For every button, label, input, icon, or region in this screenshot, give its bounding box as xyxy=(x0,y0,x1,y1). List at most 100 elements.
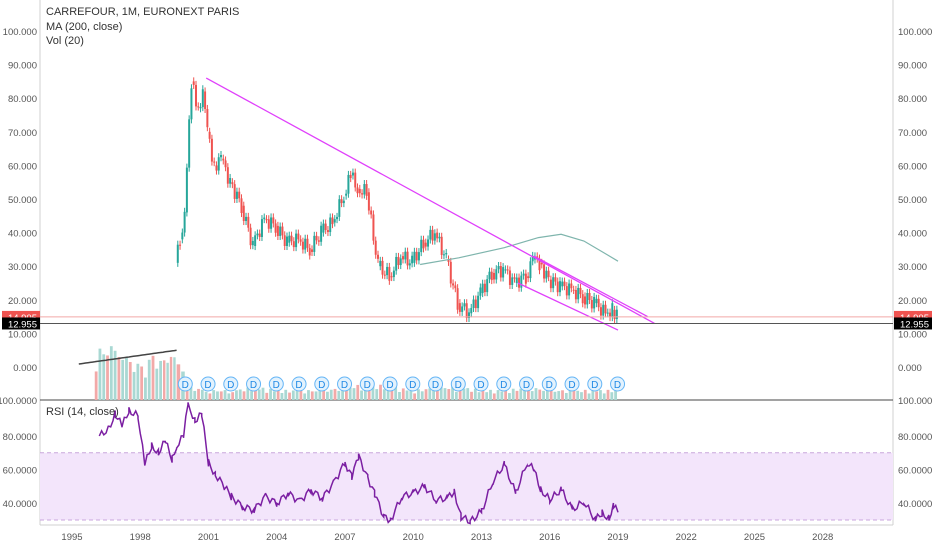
dividend-label: D xyxy=(614,380,621,391)
volume-bar xyxy=(299,389,303,400)
ma-200-line xyxy=(419,233,619,266)
trendline-3 xyxy=(517,282,619,331)
dividend-label: D xyxy=(386,380,393,391)
candle-body xyxy=(502,267,505,278)
candle-body xyxy=(531,255,534,262)
candle-body xyxy=(479,287,482,296)
candle-body xyxy=(472,299,475,308)
candle-body xyxy=(597,298,600,308)
candle-body xyxy=(304,238,307,250)
volume-bars xyxy=(78,346,617,400)
volume-bar xyxy=(363,383,367,400)
low-price-badge-right: 12.955 xyxy=(894,317,932,330)
volume-bar xyxy=(492,393,496,400)
candle-body xyxy=(238,191,241,199)
dividend-marker: D xyxy=(587,376,603,392)
candle-body xyxy=(433,233,436,241)
price-tick-left: 10.000 xyxy=(8,329,37,340)
dividend-label: D xyxy=(409,380,416,391)
candle-body xyxy=(333,219,336,223)
rsi-band-fill xyxy=(40,452,893,520)
volume-bar xyxy=(291,390,295,400)
candle-body xyxy=(347,174,350,194)
candle-body xyxy=(233,184,236,199)
candle-body xyxy=(267,219,270,229)
candle-body xyxy=(461,306,464,312)
dividend-label: D xyxy=(273,380,280,391)
candle-body xyxy=(372,214,375,241)
candle-body xyxy=(183,211,186,233)
candle-body xyxy=(185,167,188,213)
dividend-label: D xyxy=(500,380,507,391)
candle-body xyxy=(568,283,571,296)
time-tick: 2004 xyxy=(266,532,287,543)
time-tick: 2001 xyxy=(198,532,219,543)
rsi-tick-left: 60.0000 xyxy=(3,466,37,477)
volume-bar xyxy=(155,368,159,400)
candle-body xyxy=(465,303,468,319)
dividend-circle xyxy=(541,376,557,392)
dividend-label: D xyxy=(477,380,484,391)
candle-body xyxy=(376,254,379,259)
candle-body xyxy=(408,263,411,266)
volume-bar xyxy=(564,392,568,400)
dividend-label: D xyxy=(523,380,530,391)
volume-bar xyxy=(185,390,189,400)
dividend-circle xyxy=(450,376,466,392)
volume-bar xyxy=(212,390,216,400)
volume-bar xyxy=(204,391,208,400)
candle-body xyxy=(456,288,459,310)
candle-body xyxy=(190,88,193,120)
candle-body xyxy=(495,269,498,280)
volume-bar xyxy=(147,359,151,400)
volume-bar xyxy=(109,346,113,400)
dividend-label: D xyxy=(432,380,439,391)
candle-body xyxy=(381,260,384,275)
dividend-marker: D xyxy=(428,376,444,392)
dividend-marker: D xyxy=(200,376,216,392)
candle-body xyxy=(490,271,493,281)
rsi-line xyxy=(98,402,619,525)
volume-bar xyxy=(436,390,439,400)
volume-bar xyxy=(329,389,333,400)
dividend-marker: D xyxy=(541,376,557,392)
volume-bar xyxy=(254,388,257,400)
rsi-tick-left: 40.0000 xyxy=(3,499,37,510)
price-tick-left: 20.000 xyxy=(8,296,37,307)
candle-body xyxy=(442,254,445,256)
volume-bar xyxy=(462,388,466,400)
trendline-2 xyxy=(533,255,648,318)
candle-body xyxy=(208,131,211,139)
price-tick-right: 70.000 xyxy=(898,128,927,139)
candle-body xyxy=(470,307,473,314)
candle-body xyxy=(424,242,427,247)
candle-body xyxy=(176,244,179,263)
volume-bar xyxy=(489,389,492,400)
dividend-marker: D xyxy=(223,376,239,392)
volume-bar xyxy=(94,371,98,400)
dividend-marker: D xyxy=(268,376,284,392)
dividend-label: D xyxy=(250,380,257,391)
candle-body xyxy=(404,251,407,260)
candle-body xyxy=(317,240,320,242)
volume-bar xyxy=(398,392,401,400)
volume-bar xyxy=(602,393,606,400)
volume-bar xyxy=(219,391,223,400)
volume-bar xyxy=(428,388,432,400)
candle-body xyxy=(290,235,293,242)
dividend-label: D xyxy=(227,380,234,391)
candle-body xyxy=(295,233,298,248)
candle-body xyxy=(449,261,452,284)
volume-bar xyxy=(508,393,511,400)
volume-bar xyxy=(500,391,504,400)
dividend-label: D xyxy=(204,380,211,391)
volume-bar xyxy=(284,389,288,400)
candle-body xyxy=(315,235,318,241)
price-tick-left: 60.000 xyxy=(8,161,37,172)
volume-bar xyxy=(545,389,549,400)
volume-bar xyxy=(169,356,173,400)
price-tick-left: 40.000 xyxy=(8,229,37,240)
dividend-circle xyxy=(564,376,580,392)
